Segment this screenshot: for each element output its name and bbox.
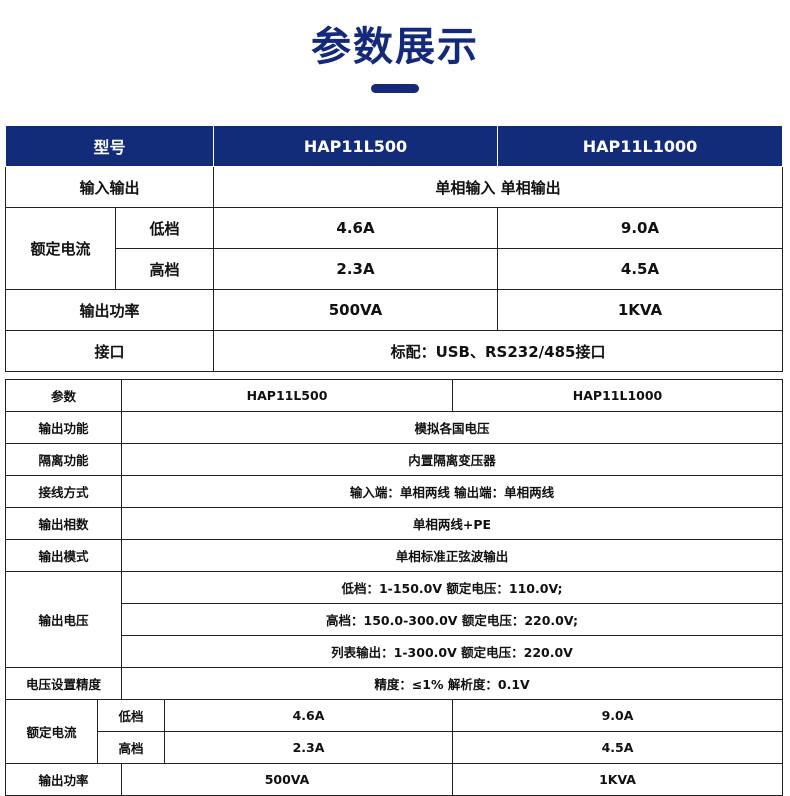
cell-value: 9.0A — [497, 207, 784, 249]
sub-label: 高档 — [114, 248, 215, 290]
row-label: 输出相数 — [4, 507, 123, 540]
table-row: 输出相数 单相两线+PE — [4, 507, 784, 540]
row-label: 输入输出 — [4, 166, 215, 208]
row-value: 内置隔离变压器 — [121, 443, 784, 476]
page-title: 参数展示 — [311, 24, 479, 70]
row-value: 精度：≤1% 解析度：0.1V — [121, 667, 784, 700]
row-value: 输入端：单相两线 输出端：单相两线 — [121, 475, 784, 508]
table-row: 高档 2.3A 4.5A — [6, 731, 784, 764]
row-value: 单相两线+PE — [121, 507, 784, 540]
row-label: 接线方式 — [4, 475, 123, 508]
title-underline — [371, 84, 419, 93]
header-model-b: HAP11L1000 — [497, 125, 784, 167]
header-label: 参数 — [4, 379, 123, 412]
header-model-b: HAP11L1000 — [452, 379, 784, 412]
table-row: 输出电压 低档：1-150.0V 额定电压：110.0V; — [4, 571, 784, 668]
row-label: 输出功率 — [4, 763, 123, 796]
row-label: 接口 — [4, 330, 215, 372]
cell-value: 4.5A — [452, 731, 784, 764]
row-value: 高档：150.0-300.0V 额定电压：220.0V; — [121, 603, 784, 636]
row-value: 单相输入 单相输出 — [213, 166, 784, 208]
row-value: 单相标准正弦波输出 — [121, 539, 784, 572]
table-row: 额定电流 低档 4.6A 9.0A — [5, 207, 784, 290]
header-model-a: HAP11L500 — [121, 379, 454, 412]
table-row: 隔离功能 内置隔离变压器 — [4, 443, 784, 476]
sub-label: 低档 — [96, 699, 166, 732]
cell-value: 1KVA — [497, 289, 784, 331]
table-row: 高档：150.0-300.0V 额定电压：220.0V; — [6, 603, 784, 636]
table-row: 输出模式 单相标准正弦波输出 — [4, 539, 784, 572]
table-header-row: 型号 HAP11L500 HAP11L1000 — [4, 125, 784, 167]
row-value: 模拟各国电压 — [121, 411, 784, 444]
row-label: 电压设置精度 — [4, 667, 123, 700]
table-row: 接线方式 输入端：单相两线 输出端：单相两线 — [4, 475, 784, 508]
row-label: 额定电流 — [5, 699, 98, 764]
sub-label: 低档 — [114, 207, 215, 249]
row-label: 输出模式 — [4, 539, 123, 572]
cell-value: 2.3A — [164, 731, 454, 764]
header-label: 型号 — [4, 125, 215, 167]
row-label: 输出功率 — [4, 289, 215, 331]
table-row: 输入输出 单相输入 单相输出 — [4, 166, 784, 208]
row-label: 隔离功能 — [4, 443, 123, 476]
cell-value: 9.0A — [452, 699, 784, 732]
cell-value: 4.5A — [497, 248, 784, 290]
table-row: 接口 标配：USB、RS232/485接口 — [4, 330, 784, 372]
table-row: 输出功能 模拟各国电压 — [4, 411, 784, 444]
sub-label: 高档 — [96, 731, 166, 764]
cell-value: 1KVA — [452, 763, 784, 796]
cell-value: 4.6A — [164, 699, 454, 732]
row-value: 列表输出：1-300.0V 额定电压：220.0V — [121, 635, 784, 668]
cell-value: 2.3A — [213, 248, 499, 290]
row-label: 额定电流 — [5, 207, 116, 290]
cell-value: 500VA — [121, 763, 454, 796]
table-row: 电压设置精度 精度：≤1% 解析度：0.1V — [4, 667, 784, 700]
header-model-a: HAP11L500 — [213, 125, 499, 167]
table-row: 列表输出：1-300.0V 额定电压：220.0V — [6, 635, 784, 668]
row-label: 输出电压 — [4, 571, 123, 668]
table-row: 额定电流 低档 4.6A 9.0A — [5, 699, 784, 764]
row-label: 输出功能 — [4, 411, 123, 444]
spec-detail-table: 参数 HAP11L500 HAP11L1000 输出功能 模拟各国电压 隔离功能… — [4, 379, 784, 796]
table-row: 输出功率 500VA 1KVA — [4, 289, 784, 331]
row-value: 低档：1-150.0V 额定电压：110.0V; — [121, 571, 784, 604]
spec-summary-table: 型号 HAP11L500 HAP11L1000 输入输出 单相输入 单相输出 额… — [4, 125, 784, 372]
cell-value: 500VA — [213, 289, 499, 331]
cell-value: 4.6A — [213, 207, 499, 249]
table-header-row: 参数 HAP11L500 HAP11L1000 — [4, 379, 784, 412]
table-row: 高档 2.3A 4.5A — [6, 248, 784, 290]
row-value: 标配：USB、RS232/485接口 — [213, 330, 784, 372]
table-row: 输出功率 500VA 1KVA — [4, 763, 784, 796]
